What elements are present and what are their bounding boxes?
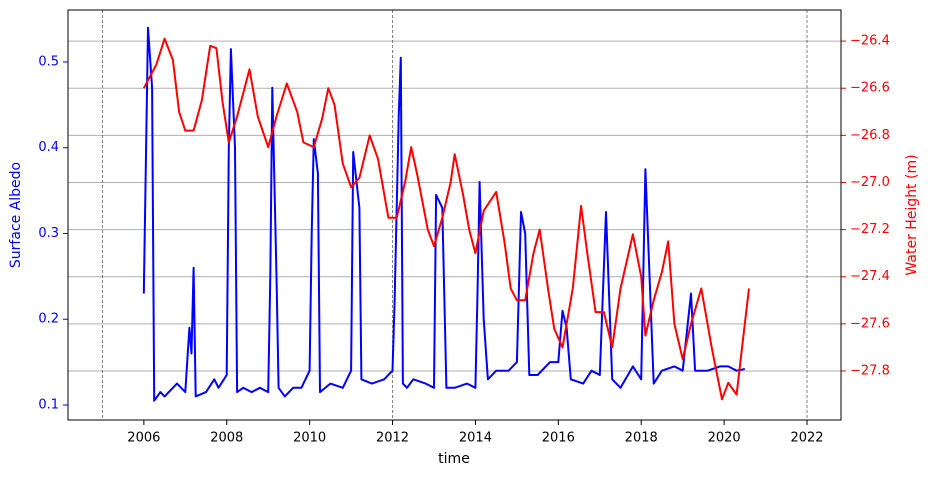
y2-tick-label: −27.2 [850, 222, 890, 237]
x-tick-label: 2014 [459, 431, 492, 446]
y-tick-label: 0.3 [38, 226, 59, 241]
y2-tick-label: −27.6 [850, 316, 890, 331]
y2-tick-label: −26.6 [850, 81, 890, 96]
line-series [142, 26, 746, 402]
x-tick-label: 2020 [708, 431, 741, 446]
x-tick-label: 2006 [127, 431, 160, 446]
x-tick-label: 2008 [210, 431, 243, 446]
y-tick-label: 0.1 [38, 397, 59, 412]
y2-tick-label: −27.0 [850, 175, 890, 190]
x-tick-label: 2018 [625, 431, 658, 446]
x-tick-label: 2012 [376, 431, 409, 446]
y2-tick-label: −27.8 [850, 363, 890, 378]
y-tick-label: 0.5 [38, 54, 59, 69]
line-series [142, 37, 750, 401]
x-tick-label: 2022 [790, 431, 823, 446]
y-axis-label: Surface Albedo [8, 162, 24, 268]
y2-tick-label: −27.4 [850, 269, 890, 284]
y2-tick-label: −26.4 [850, 34, 890, 49]
x-axis-label: time [438, 451, 470, 467]
x-tick-label: 2016 [542, 431, 575, 446]
y2-tick-label: −26.8 [850, 128, 890, 143]
y2-axis-label: Water Height (m) [904, 154, 920, 275]
x-tick-label: 2010 [293, 431, 326, 446]
y-tick-label: 0.4 [38, 140, 59, 155]
y-tick-label: 0.2 [38, 312, 59, 327]
plot-frame [67, 9, 842, 421]
